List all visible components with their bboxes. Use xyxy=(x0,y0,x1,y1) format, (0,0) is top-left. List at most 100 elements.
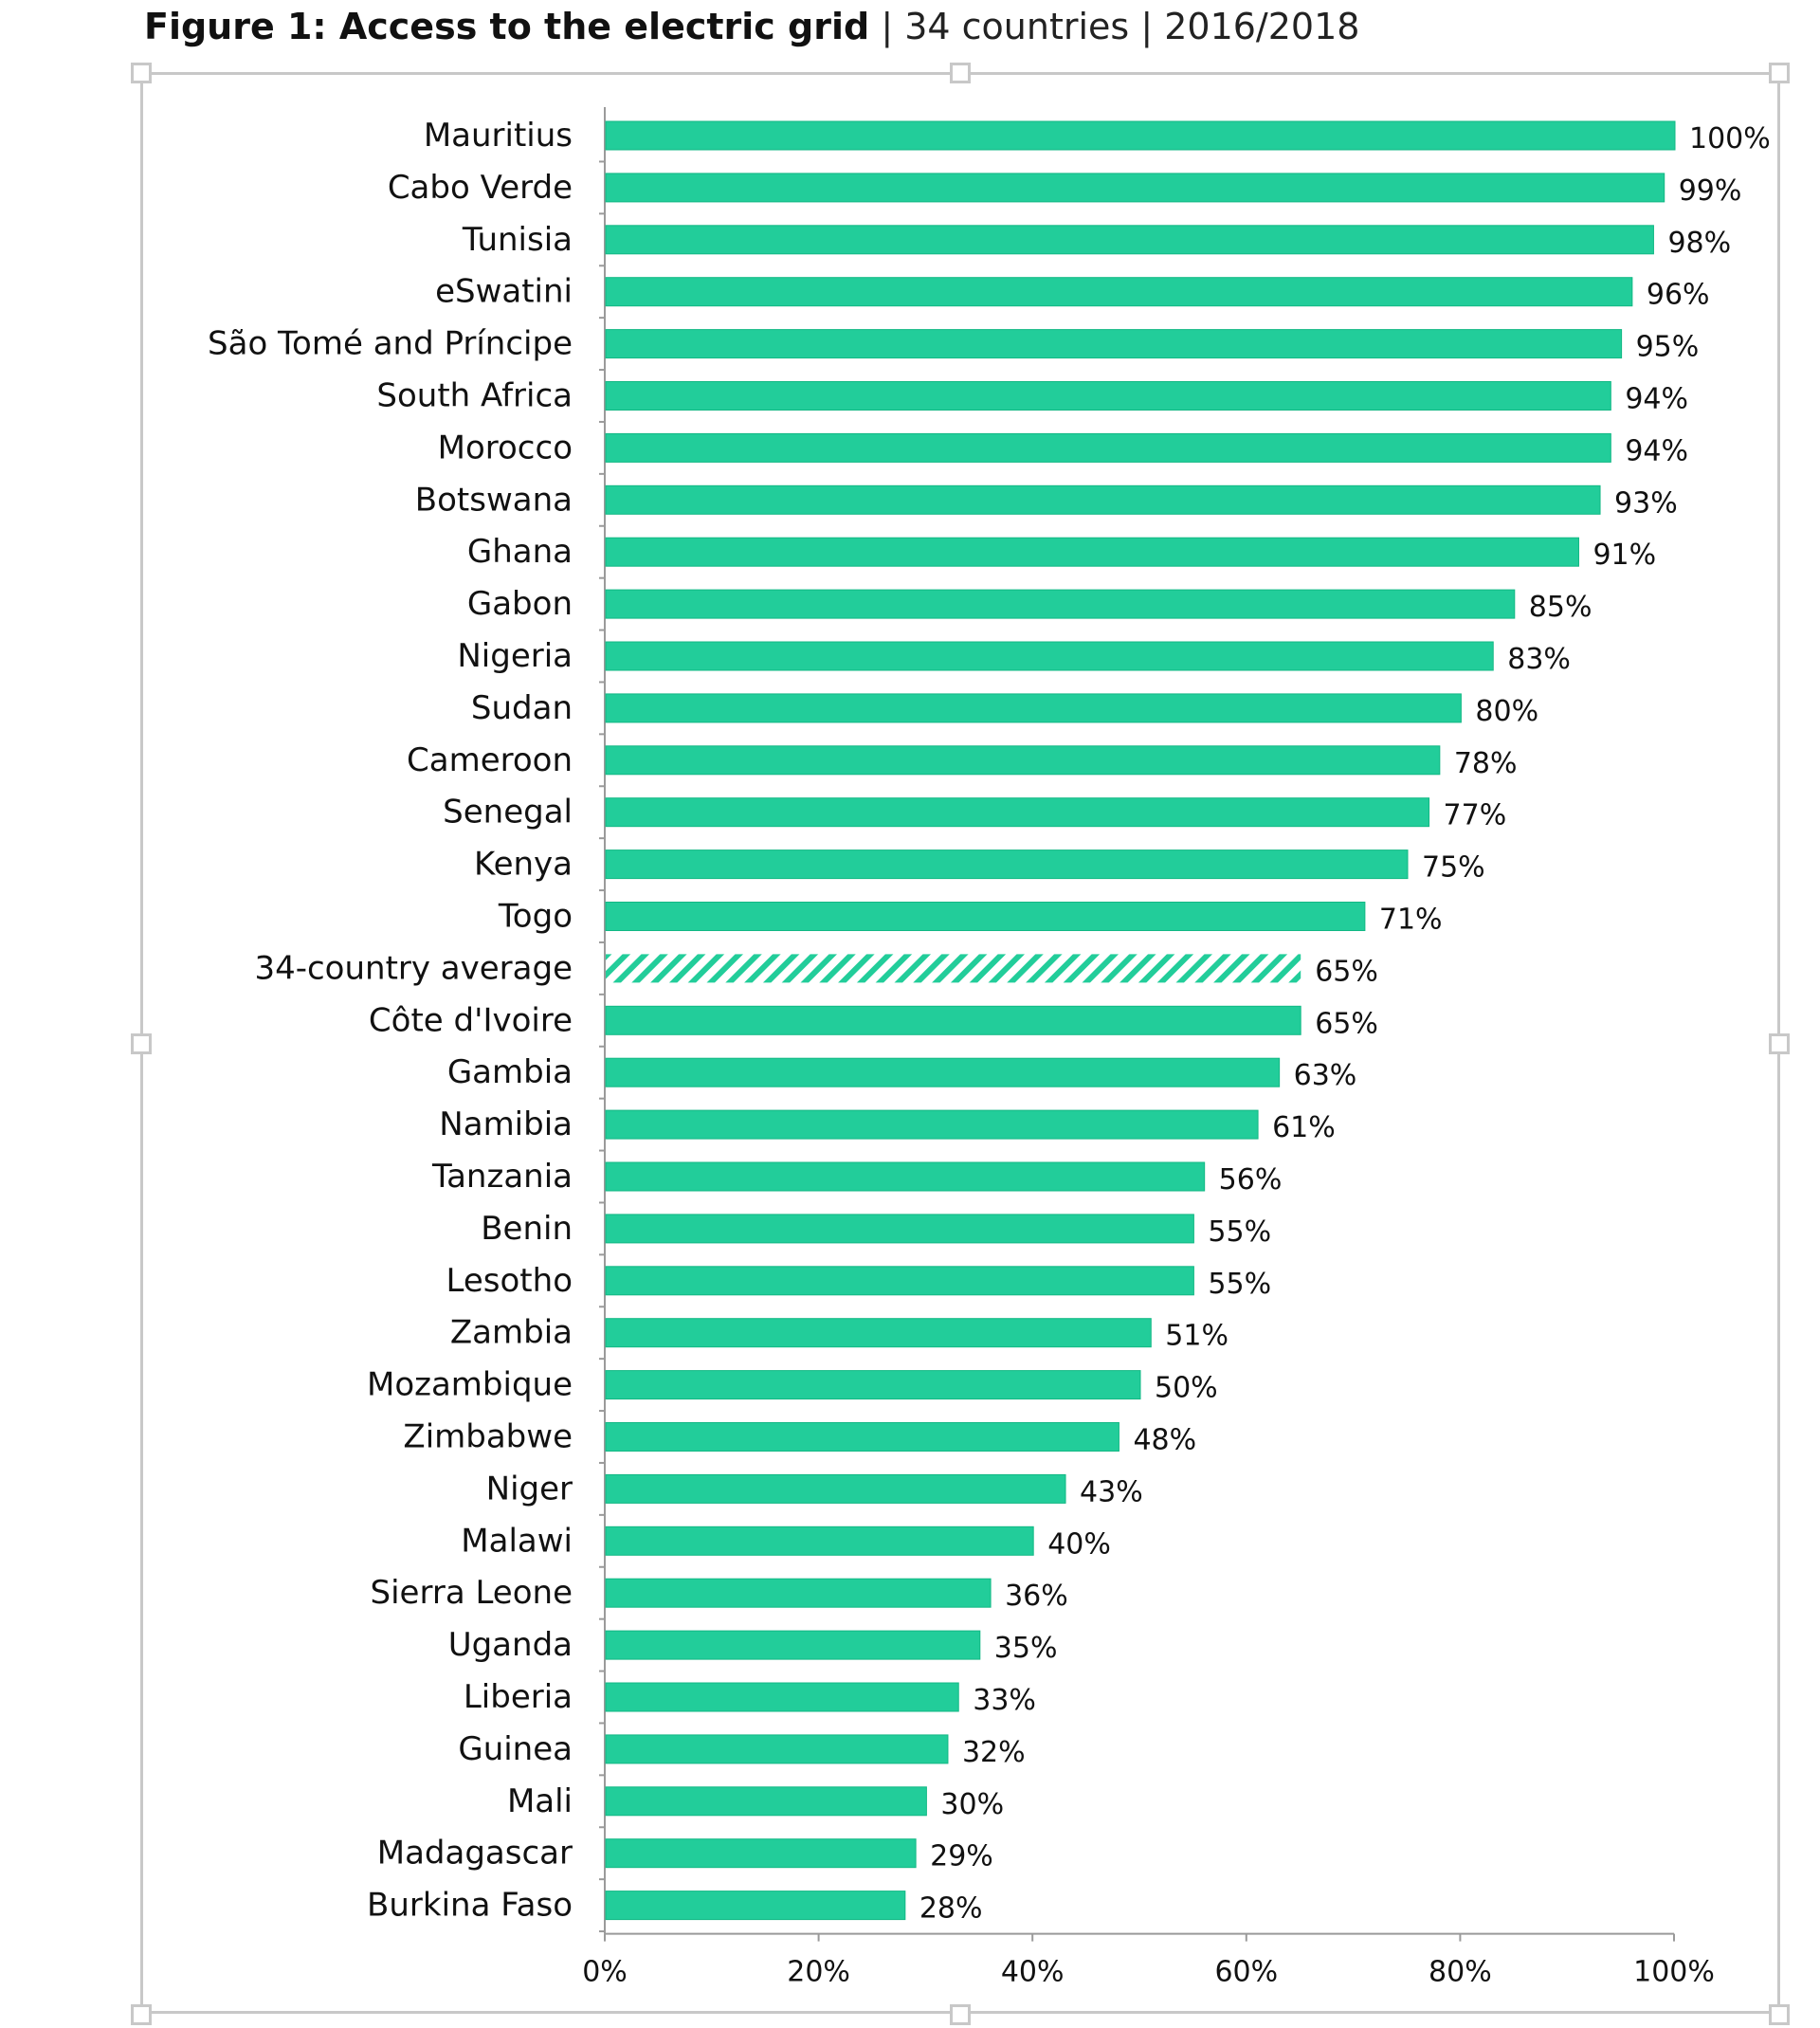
value-label: 40% xyxy=(1047,1527,1111,1561)
category-label: Cabo Verde xyxy=(388,169,573,207)
value-label: 91% xyxy=(1592,539,1656,572)
value-label: 100% xyxy=(1689,122,1771,155)
x-tick-label: 100% xyxy=(1633,1956,1715,1989)
value-label: 63% xyxy=(1294,1059,1357,1092)
value-label: 95% xyxy=(1636,331,1700,364)
resize-handle-top-left[interactable] xyxy=(131,63,152,83)
category-label: Kenya xyxy=(474,846,573,884)
value-label: 55% xyxy=(1208,1268,1271,1301)
category-label: eSwatini xyxy=(435,273,573,311)
bar xyxy=(605,120,1676,151)
resize-handle-bottom-center[interactable] xyxy=(950,2004,971,2025)
value-label: 30% xyxy=(940,1788,1004,1821)
value-label: 43% xyxy=(1080,1475,1143,1508)
bar-average xyxy=(606,954,1301,983)
value-label: 50% xyxy=(1155,1372,1218,1405)
bar xyxy=(605,1838,917,1869)
bar xyxy=(605,1682,959,1712)
resize-handle-middle-left[interactable] xyxy=(131,1033,152,1054)
x-tick-label: 80% xyxy=(1429,1956,1492,1989)
category-label: Lesotho xyxy=(446,1262,573,1300)
category-label: Senegal xyxy=(443,794,573,831)
category-label: 34-country average xyxy=(254,949,573,987)
bar xyxy=(605,277,1633,307)
bar xyxy=(605,225,1654,255)
category-label: Sierra Leone xyxy=(371,1574,573,1612)
value-label: 96% xyxy=(1647,279,1710,312)
bar xyxy=(605,173,1665,203)
resize-handle-middle-right[interactable] xyxy=(1769,1033,1790,1054)
value-label: 36% xyxy=(1005,1580,1068,1613)
value-label: 75% xyxy=(1422,851,1485,885)
category-label: Burkina Faso xyxy=(367,1887,573,1925)
x-tick-label: 20% xyxy=(787,1956,850,1989)
value-label: 77% xyxy=(1444,799,1507,832)
resize-handle-bottom-right[interactable] xyxy=(1769,2004,1790,2025)
x-tick-label: 0% xyxy=(582,1956,628,1989)
category-label: Benin xyxy=(481,1210,573,1248)
bar xyxy=(605,1422,1119,1452)
category-label: Cameroon xyxy=(407,741,573,779)
category-label: Guinea xyxy=(458,1730,573,1768)
bar xyxy=(605,432,1611,463)
category-label: Uganda xyxy=(448,1626,573,1664)
category-label: Tanzania xyxy=(431,1158,573,1196)
title-years: 2016/2018 xyxy=(1164,6,1360,47)
category-label: São Tomé and Príncipe xyxy=(208,325,573,363)
bar xyxy=(605,1005,1301,1035)
resize-handle-top-center[interactable] xyxy=(950,63,971,83)
value-label: 83% xyxy=(1507,643,1571,676)
chart-title: Figure 1: Access to the electric grid | … xyxy=(144,6,1359,47)
value-label: 61% xyxy=(1272,1111,1336,1144)
bar xyxy=(605,797,1430,828)
category-label: Niger xyxy=(486,1470,573,1507)
category-label: Zimbabwe xyxy=(403,1418,573,1456)
bar xyxy=(605,641,1494,671)
bar xyxy=(605,381,1611,411)
title-separator: | xyxy=(1140,6,1154,47)
bar xyxy=(605,1526,1034,1556)
bar xyxy=(605,1630,981,1660)
bar xyxy=(605,1109,1259,1140)
value-label: 85% xyxy=(1529,591,1592,624)
bar xyxy=(605,850,1409,880)
category-label: Mozambique xyxy=(367,1366,573,1404)
value-label: 65% xyxy=(1315,1007,1378,1040)
bar xyxy=(605,1734,949,1764)
bar xyxy=(605,1161,1206,1192)
value-label: 55% xyxy=(1208,1215,1271,1249)
bar xyxy=(605,589,1516,619)
title-main: Figure 1: Access to the electric grid xyxy=(144,6,870,47)
category-label: Liberia xyxy=(464,1678,573,1716)
value-label: 48% xyxy=(1133,1424,1196,1457)
bar xyxy=(605,1214,1194,1244)
category-label: Zambia xyxy=(450,1314,573,1352)
value-label: 78% xyxy=(1454,747,1518,780)
resize-handle-top-right[interactable] xyxy=(1769,63,1790,83)
bar xyxy=(605,484,1601,515)
bar xyxy=(605,1578,992,1608)
category-label: Botswana xyxy=(415,481,573,519)
value-label: 51% xyxy=(1165,1320,1228,1353)
value-label: 99% xyxy=(1679,174,1742,208)
bar xyxy=(605,537,1579,567)
category-label: Tunisia xyxy=(462,221,573,259)
category-label: Ghana xyxy=(467,533,573,571)
resize-handle-bottom-left[interactable] xyxy=(131,2004,152,2025)
x-tick-label: 40% xyxy=(1001,1956,1065,1989)
category-label: Mauritius xyxy=(424,117,573,155)
category-label: Namibia xyxy=(439,1105,573,1143)
plot-area: Mauritius 100% Cabo Verde 99% Tunisia 98% eSwa… xyxy=(208,107,1771,1989)
category-label: Malawi xyxy=(461,1522,573,1560)
value-label: 71% xyxy=(1379,904,1443,937)
value-label: 94% xyxy=(1625,383,1688,416)
bar xyxy=(605,329,1623,359)
category-label: Mali xyxy=(507,1782,573,1820)
value-label: 56% xyxy=(1219,1163,1283,1197)
bar xyxy=(605,1473,1066,1504)
bar xyxy=(605,1266,1194,1296)
bar xyxy=(605,693,1462,723)
category-label: Sudan xyxy=(471,689,573,727)
category-label: Gabon xyxy=(467,585,573,623)
